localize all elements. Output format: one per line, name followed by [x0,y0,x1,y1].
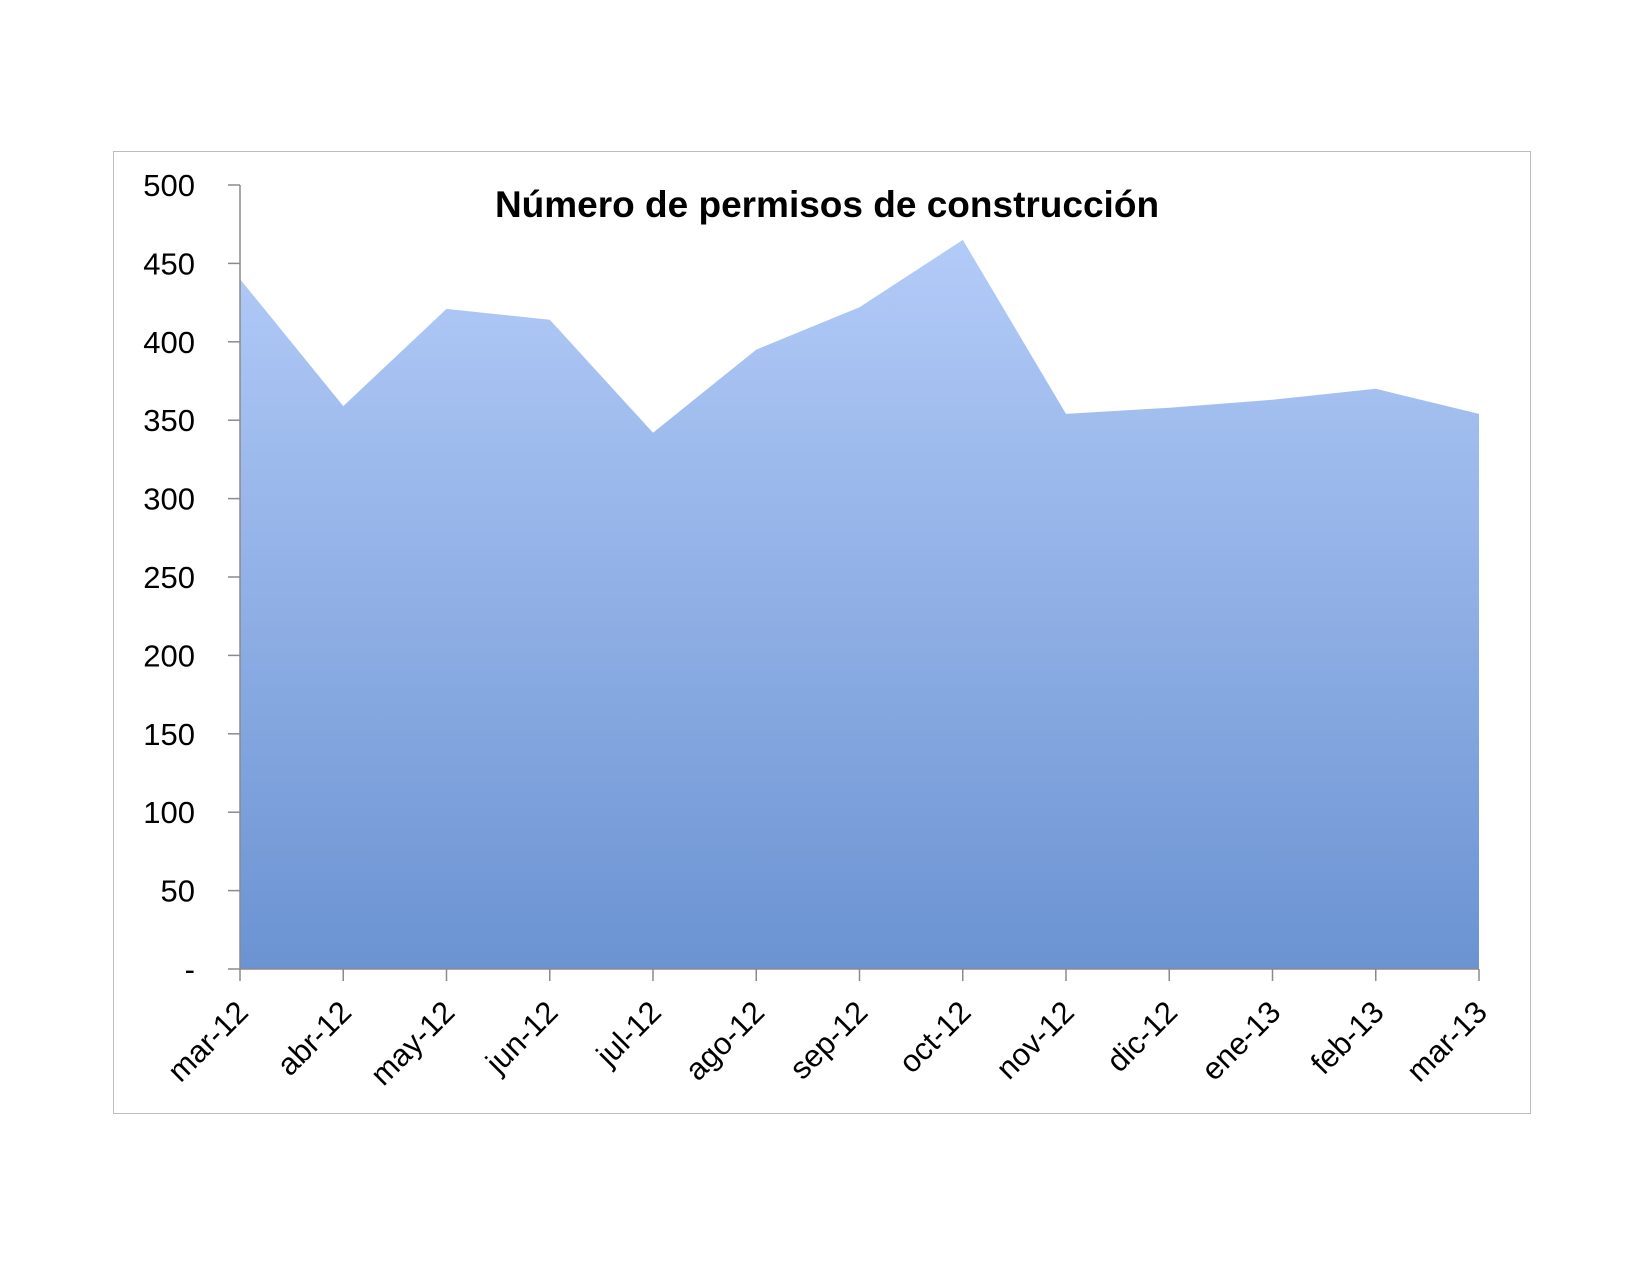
x-tick-label-dic-12: dic-12 [1100,994,1184,1078]
chart-title: Número de permisos de construcción [495,184,1159,225]
y-tick-label: 500 [143,168,195,203]
x-tick-label-ene-13: ene-13 [1194,994,1287,1087]
y-tick-label: 450 [143,246,195,281]
y-tick-label: 350 [143,403,195,438]
x-tick-label-ago-12: ago-12 [678,994,771,1087]
x-tick-label-abr-12: abr-12 [270,994,358,1082]
y-tick-label: 150 [143,717,195,752]
y-tick-label: - [185,952,195,987]
y-tick-label: 50 [161,874,195,909]
x-tick-label-feb-13: feb-13 [1304,994,1391,1081]
x-tick-label-may-12: may-12 [364,994,462,1092]
x-tick-label-mar-13: mar-13 [1400,994,1494,1088]
x-tick-label-jul-12: jul-12 [589,994,668,1073]
y-tick-label: 100 [143,795,195,830]
x-tick-label-oct-12: oct-12 [892,994,978,1080]
y-tick-label: 400 [143,325,195,360]
x-tick-label-jun-12: jun-12 [478,994,564,1080]
y-tick-label: 300 [143,482,195,517]
y-tick-label: 200 [143,638,195,673]
y-tick-label: 250 [143,560,195,595]
series-area [240,239,1479,969]
x-tick-label-nov-12: nov-12 [989,994,1081,1086]
x-tick-label-sep-12: sep-12 [783,994,875,1086]
x-tick-label-mar-12: mar-12 [161,994,255,1088]
